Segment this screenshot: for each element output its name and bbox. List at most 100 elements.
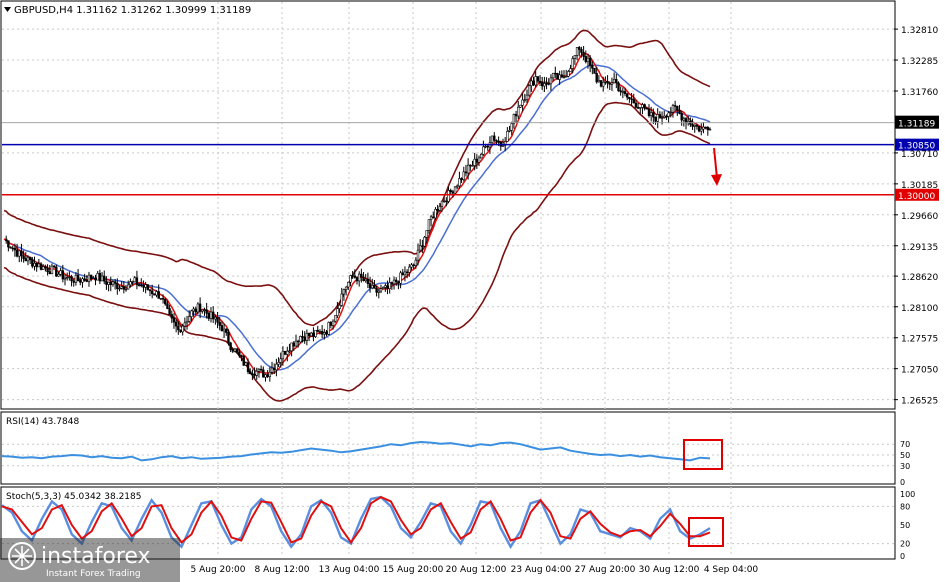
candle-body [619, 90, 622, 93]
candle-body [35, 263, 38, 268]
candle-body [275, 363, 278, 371]
candle-body [521, 99, 524, 106]
candle-body [556, 73, 559, 80]
candle-body [360, 273, 363, 278]
candle-body [551, 72, 555, 79]
candle-body [593, 67, 596, 74]
candle-body [294, 340, 298, 347]
candle-body [292, 342, 296, 347]
candle-body [18, 250, 21, 257]
candle-body [693, 124, 696, 127]
y-tick-label: 1.27050 [901, 366, 938, 376]
candle-body [111, 281, 115, 285]
candle-body [625, 93, 629, 98]
candle-body [610, 82, 614, 85]
candle-body [392, 279, 396, 285]
candle-body [682, 118, 686, 121]
y-tick-label: 1.27575 [901, 335, 938, 345]
candle-body [451, 191, 455, 194]
watermark-brand: instaforex [41, 544, 151, 569]
candle-body [246, 362, 250, 373]
candle-body [473, 158, 476, 166]
candle-body [301, 336, 304, 338]
x-tick-label: 13 Aug 04:00 [319, 565, 380, 575]
candle-body [623, 91, 627, 95]
candle-body [159, 298, 163, 300]
candle-body [83, 278, 86, 281]
candle-body [242, 356, 245, 366]
candle-body [527, 85, 531, 96]
candle-body [214, 316, 217, 320]
candle-body [645, 108, 649, 110]
candle-body [630, 98, 633, 100]
candle-body [220, 325, 224, 332]
candle-body [310, 332, 313, 337]
candle-body [150, 290, 154, 294]
stoch-tick-label: 80 [900, 502, 910, 511]
candle-body [656, 114, 659, 122]
candle-body [615, 78, 618, 84]
candle-body [181, 325, 184, 333]
candle-body [414, 259, 418, 266]
candle-body [192, 308, 195, 312]
candle-body [33, 263, 36, 267]
candle-body [438, 206, 442, 211]
candle-body [706, 127, 710, 131]
candle-body [325, 332, 328, 335]
candle-body [231, 349, 234, 352]
candle-body [418, 245, 422, 251]
candle-body [621, 91, 625, 93]
stoch-highlight-box [688, 517, 724, 547]
level-price-label: 1.30000 [898, 192, 935, 202]
header-dropdown-icon[interactable] [4, 7, 11, 12]
candle-body [201, 309, 204, 312]
candle-body [421, 245, 424, 247]
candle-body [543, 83, 546, 87]
rsi-highlight-box [683, 439, 723, 470]
candle-body [303, 336, 306, 341]
bollinger-bands [3, 29, 711, 402]
candle-body [118, 287, 121, 290]
candle-body [334, 315, 337, 322]
candle-body [257, 368, 261, 372]
candle-body [534, 76, 537, 86]
candle-body [144, 284, 147, 288]
candle-body [532, 80, 535, 86]
candle-body [48, 271, 51, 274]
candle-body [366, 278, 370, 284]
candle-body [340, 293, 343, 306]
y-tick-label: 1.30185 [901, 181, 938, 191]
candle-body [575, 47, 579, 56]
candle-body [129, 281, 132, 286]
candle-body [135, 277, 139, 286]
candle-body [235, 348, 239, 353]
candle-body [364, 278, 367, 282]
candle-body [403, 271, 407, 276]
candle-body [673, 105, 677, 107]
candle-body [475, 158, 479, 163]
candle-body [164, 298, 167, 305]
candle-body [255, 370, 258, 376]
candle-body [323, 332, 326, 335]
candle-body [63, 277, 67, 280]
candle-body [46, 267, 49, 273]
candle-body [81, 278, 84, 283]
candle-body [305, 332, 309, 341]
candle-body [397, 281, 400, 284]
candle-body [233, 348, 237, 352]
candle-body [617, 82, 620, 92]
candle-body [586, 57, 590, 62]
candle-body [353, 275, 357, 278]
candle-body [120, 286, 123, 289]
candle-body [68, 276, 71, 278]
candle-body [375, 288, 378, 293]
candle-body [336, 308, 339, 316]
candle-body [663, 115, 666, 118]
candle-body [447, 190, 450, 202]
candle-body [547, 83, 550, 85]
candle-body [52, 265, 56, 268]
candle-body [442, 200, 446, 203]
candle-body [279, 358, 282, 363]
candle-body [264, 374, 267, 378]
